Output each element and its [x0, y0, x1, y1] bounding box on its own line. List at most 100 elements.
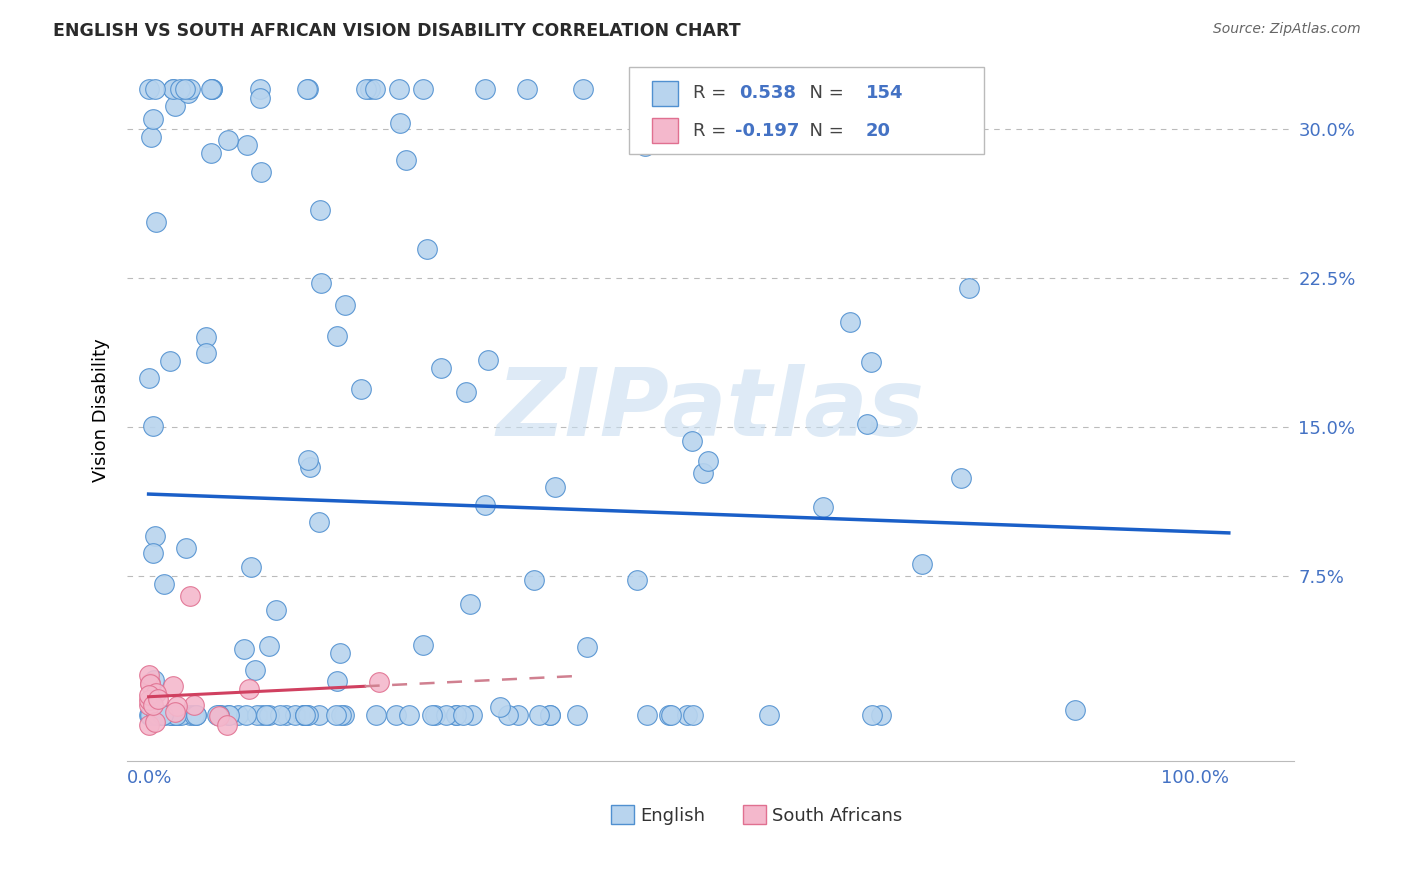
Point: [692, 466, 714, 480]
Point: [153, 577, 176, 591]
Point: [294, 708, 316, 723]
Point: [326, 328, 349, 343]
Text: N =: N =: [797, 122, 849, 140]
Point: [294, 708, 316, 723]
Point: [138, 708, 160, 723]
Point: [139, 708, 162, 723]
Point: [138, 698, 160, 712]
Point: [308, 708, 330, 723]
Point: [217, 718, 239, 732]
Point: [138, 371, 160, 385]
Point: [145, 686, 167, 700]
Point: [166, 699, 188, 714]
Text: R =: R =: [693, 122, 731, 140]
Point: [201, 82, 224, 96]
Text: ENGLISH VS SOUTH AFRICAN VISION DISABILITY CORRELATION CHART: ENGLISH VS SOUTH AFRICAN VISION DISABILI…: [53, 22, 741, 40]
Point: [359, 82, 381, 96]
Point: [138, 676, 160, 690]
Point: [250, 165, 273, 179]
Text: 0.0%: 0.0%: [127, 769, 173, 787]
Point: [245, 708, 267, 723]
Point: [477, 352, 499, 367]
Point: [527, 708, 550, 723]
Point: [297, 82, 319, 96]
Point: [950, 471, 973, 485]
Point: [138, 668, 160, 682]
Point: [226, 708, 249, 723]
Point: [146, 708, 169, 723]
Point: [461, 708, 484, 723]
Point: [538, 708, 561, 723]
Text: 0.538: 0.538: [740, 84, 796, 102]
Text: -0.197: -0.197: [735, 122, 799, 140]
Point: [330, 708, 353, 723]
Point: [291, 708, 314, 723]
Point: [179, 589, 201, 603]
Bar: [742, 805, 766, 824]
Point: [911, 557, 934, 571]
Point: [309, 276, 332, 290]
Point: [160, 708, 183, 723]
Point: [758, 708, 780, 723]
Bar: [652, 119, 678, 143]
Point: [142, 545, 165, 559]
Point: [142, 673, 165, 688]
Point: [295, 708, 318, 723]
Text: Source: ZipAtlas.com: Source: ZipAtlas.com: [1213, 22, 1361, 37]
Point: [235, 708, 257, 723]
Point: [325, 708, 347, 723]
Point: [208, 708, 231, 723]
Point: [254, 708, 277, 723]
Point: [496, 708, 519, 723]
Bar: [652, 81, 678, 105]
Point: [1063, 703, 1085, 717]
Point: [169, 82, 191, 96]
Point: [152, 708, 174, 723]
Point: [141, 708, 163, 723]
Point: [159, 354, 181, 368]
Point: [538, 708, 561, 723]
Point: [811, 500, 834, 514]
Point: [142, 418, 165, 433]
Point: [218, 708, 240, 723]
Point: [160, 708, 183, 723]
Point: [150, 708, 173, 723]
Point: [184, 708, 207, 723]
Point: [385, 708, 408, 723]
Point: [183, 708, 205, 723]
Text: N =: N =: [797, 84, 849, 102]
Point: [364, 708, 387, 723]
Point: [870, 708, 893, 723]
Text: 20: 20: [866, 122, 890, 140]
Point: [636, 708, 658, 723]
Point: [217, 708, 239, 723]
Point: [165, 705, 187, 719]
Point: [309, 203, 332, 218]
Point: [308, 515, 330, 529]
Point: [634, 139, 657, 153]
Text: 154: 154: [866, 84, 903, 102]
Point: [162, 679, 184, 693]
Point: [186, 708, 208, 723]
Point: [162, 82, 184, 96]
Point: [174, 541, 197, 556]
Point: [179, 82, 201, 96]
Point: [165, 708, 187, 723]
Point: [159, 708, 181, 723]
Point: [163, 99, 186, 113]
Point: [332, 708, 354, 723]
Point: [474, 82, 496, 96]
Point: [697, 454, 720, 468]
Point: [165, 708, 187, 723]
Point: [143, 529, 166, 543]
Point: [238, 681, 260, 696]
Point: [153, 708, 176, 723]
Point: [162, 82, 184, 96]
Point: [367, 674, 389, 689]
Point: [297, 452, 319, 467]
Point: [398, 708, 420, 723]
Point: [658, 708, 681, 723]
Point: [201, 82, 224, 96]
Y-axis label: Vision Disability: Vision Disability: [93, 338, 110, 483]
Point: [676, 708, 699, 723]
